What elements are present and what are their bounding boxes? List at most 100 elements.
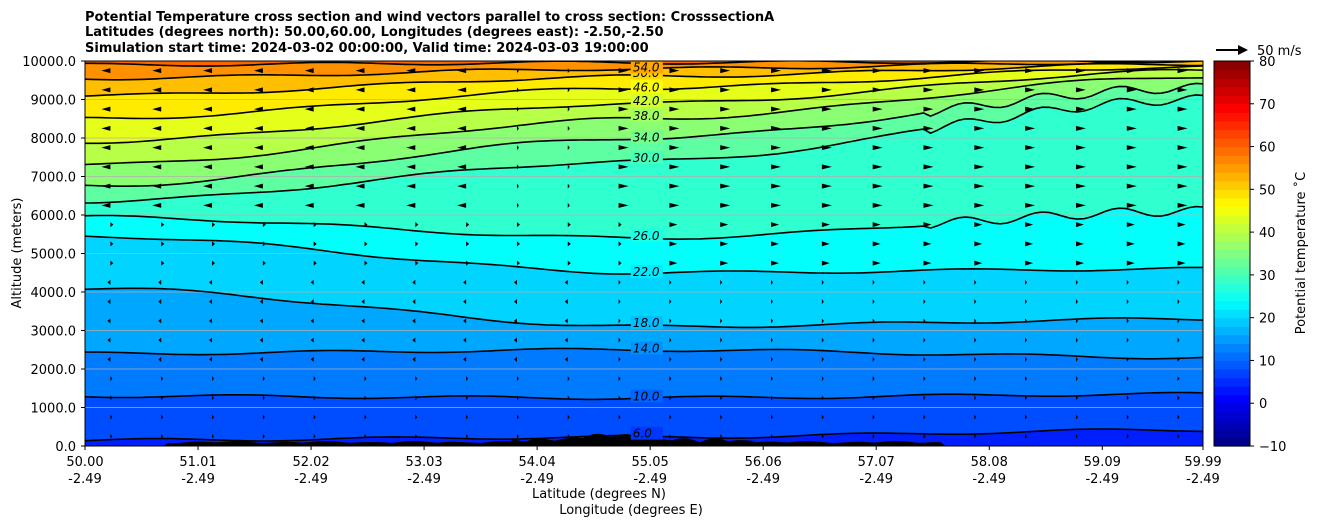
colorbar-label: Potential temperature ˚C — [1293, 172, 1309, 335]
colorbar-segment — [1214, 86, 1250, 96]
wind-arrow — [1025, 376, 1028, 382]
wind-arrow — [259, 279, 263, 285]
colorbar-segment — [1214, 309, 1250, 319]
wind-arrow — [463, 337, 467, 343]
wind-arrow — [415, 222, 419, 228]
wind-arrow — [158, 279, 162, 285]
x-tick-label-lon: -2.49 — [68, 472, 102, 487]
wind-arrow — [1126, 202, 1137, 208]
wind-arrow — [974, 318, 977, 324]
contour-label-bg — [630, 389, 663, 403]
wind-arrow — [161, 433, 164, 439]
wind-arrow — [1177, 433, 1180, 439]
wind-arrow — [203, 202, 213, 208]
wind-arrow — [457, 87, 467, 93]
wind-arrow — [466, 376, 469, 382]
wind-arrow — [107, 337, 111, 343]
wind-arrow — [567, 164, 570, 170]
wind-arrow — [152, 145, 162, 151]
colorbar-tick-label: 0 — [1259, 397, 1267, 412]
wind-arrow — [1025, 356, 1028, 362]
wind-arrow — [466, 414, 469, 420]
wind-arrow — [1075, 279, 1078, 285]
wind-arrow — [974, 164, 985, 170]
wind-arrow — [669, 299, 672, 305]
wind-arrow — [872, 164, 883, 170]
wind-arrow — [466, 222, 470, 228]
wind-arrow — [872, 299, 875, 305]
contour-label-bg — [630, 228, 663, 242]
wind-arrow — [618, 183, 629, 189]
wind-arrow — [107, 299, 111, 305]
wind-arrow — [1025, 414, 1028, 420]
wind-key-label: 50 m/s — [1257, 44, 1302, 59]
contour-label-bg — [630, 316, 663, 330]
contour-label: 26.0 — [633, 229, 660, 243]
x-tick-label-lon: -2.49 — [407, 472, 441, 487]
wind-arrow — [253, 125, 263, 131]
wind-arrow — [618, 414, 621, 420]
wind-arrow — [1075, 125, 1086, 131]
wind-arrow — [974, 202, 985, 208]
wind-arrow — [618, 222, 622, 228]
wind-arrow — [821, 106, 832, 112]
wind-arrow — [152, 106, 162, 112]
y-axis-ticks: 0.0 1000.0 2000.0 3000.0 4000.0 5000.0 6000.0 7… — [22, 55, 85, 455]
wind-arrow — [110, 414, 113, 420]
wind-arrow — [513, 318, 517, 324]
wind-arrow — [406, 106, 416, 112]
wind-arrow — [1025, 87, 1036, 93]
wind-arrow — [1126, 145, 1137, 151]
wind-arrow — [1126, 183, 1137, 189]
wind-arrow — [1025, 279, 1028, 285]
wind-arrow — [262, 433, 265, 439]
colorbar-segment — [1214, 206, 1250, 216]
wind-key: 50 m/s — [1216, 44, 1302, 59]
wind-arrow — [1126, 414, 1129, 420]
wind-arrow — [720, 299, 723, 305]
wind-arrow — [107, 318, 111, 324]
colorbar-segment — [1214, 343, 1250, 353]
wind-arrow — [1126, 164, 1137, 170]
wind-arrow — [253, 68, 263, 74]
wind-arrow — [618, 279, 621, 285]
plot-area — [85, 61, 1203, 446]
wind-arrow — [310, 279, 314, 285]
wind-arrow — [516, 414, 519, 420]
wind-arrow — [212, 222, 216, 228]
wind-arrow — [720, 87, 731, 93]
colorbar-segment — [1214, 172, 1250, 182]
wind-arrow — [101, 125, 111, 131]
wind-arrow — [203, 68, 213, 74]
wind-arrow — [974, 433, 977, 439]
wind-arrow — [513, 356, 517, 362]
wind-arrow — [457, 106, 467, 112]
wind-arrow — [872, 260, 881, 266]
wind-arrow — [1075, 164, 1086, 170]
wind-arrow — [1075, 299, 1078, 305]
wind-arrow — [152, 87, 162, 93]
colorbar-tick-label: 10 — [1259, 354, 1276, 369]
wind-arrow — [872, 222, 881, 228]
wind-arrow — [669, 106, 680, 112]
colorbar-segment — [1214, 232, 1250, 242]
wind-arrow — [1075, 106, 1086, 112]
colorbar-segment — [1214, 223, 1250, 233]
wind-arrow — [618, 318, 621, 324]
wind-arrow — [1126, 337, 1129, 343]
x-tick-label-lon: -2.49 — [746, 472, 780, 487]
wind-arrow — [872, 202, 883, 208]
wind-arrow — [364, 241, 368, 247]
wind-arrow — [821, 376, 824, 382]
colorbar-segment — [1214, 197, 1250, 208]
wind-arrow — [720, 202, 731, 208]
wind-arrow — [355, 106, 365, 112]
wind-arrow — [406, 202, 416, 208]
wind-arrow — [669, 414, 672, 420]
wind-arrow — [152, 125, 162, 131]
wind-arrow — [253, 87, 263, 93]
wind-arrow — [259, 337, 263, 343]
wind-arrow — [669, 68, 680, 74]
wind-arrow — [457, 183, 467, 189]
wind-arrow — [771, 68, 782, 74]
